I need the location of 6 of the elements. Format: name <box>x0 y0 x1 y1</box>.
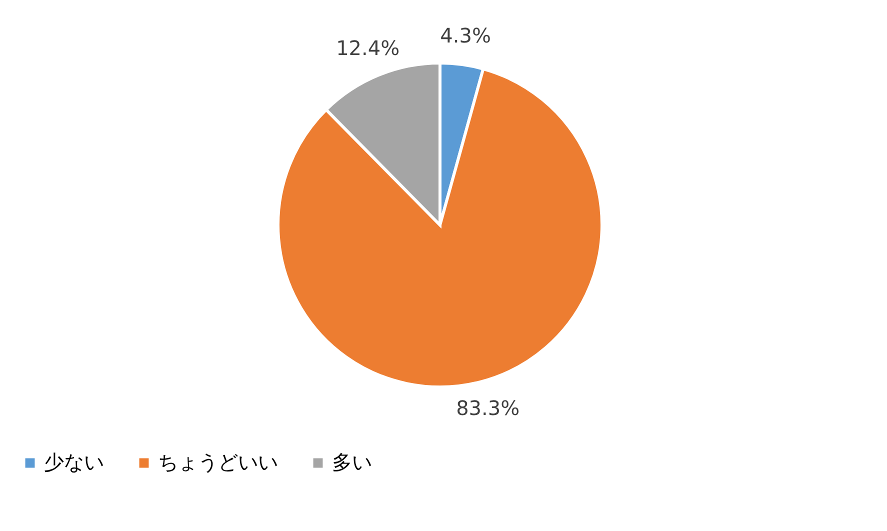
data-label: 12.4% <box>336 36 400 60</box>
data-label: 83.3% <box>456 396 520 420</box>
legend-label: ちょうどいい <box>158 450 278 474</box>
legend-label: 多い <box>332 450 372 474</box>
legend-label: 少ない <box>44 450 104 474</box>
data-label: 4.3% <box>440 24 491 48</box>
